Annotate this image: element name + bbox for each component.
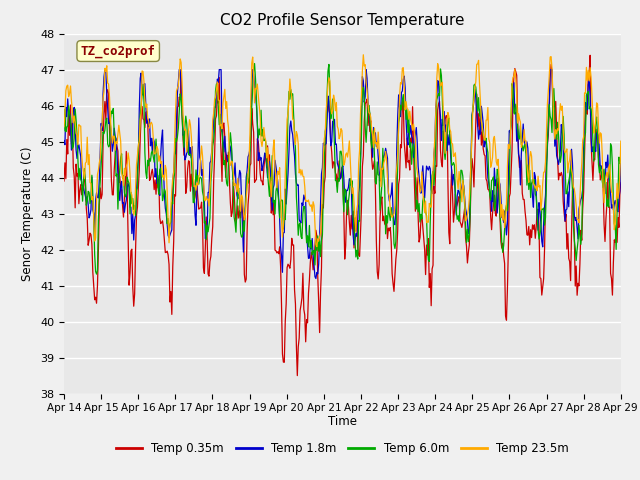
Title: CO2 Profile Sensor Temperature: CO2 Profile Sensor Temperature	[220, 13, 465, 28]
Legend: Temp 0.35m, Temp 1.8m, Temp 6.0m, Temp 23.5m: Temp 0.35m, Temp 1.8m, Temp 6.0m, Temp 2…	[111, 437, 573, 460]
Text: TZ_co2prof: TZ_co2prof	[81, 44, 156, 58]
Y-axis label: Senor Temperature (C): Senor Temperature (C)	[22, 146, 35, 281]
X-axis label: Time: Time	[328, 415, 357, 428]
